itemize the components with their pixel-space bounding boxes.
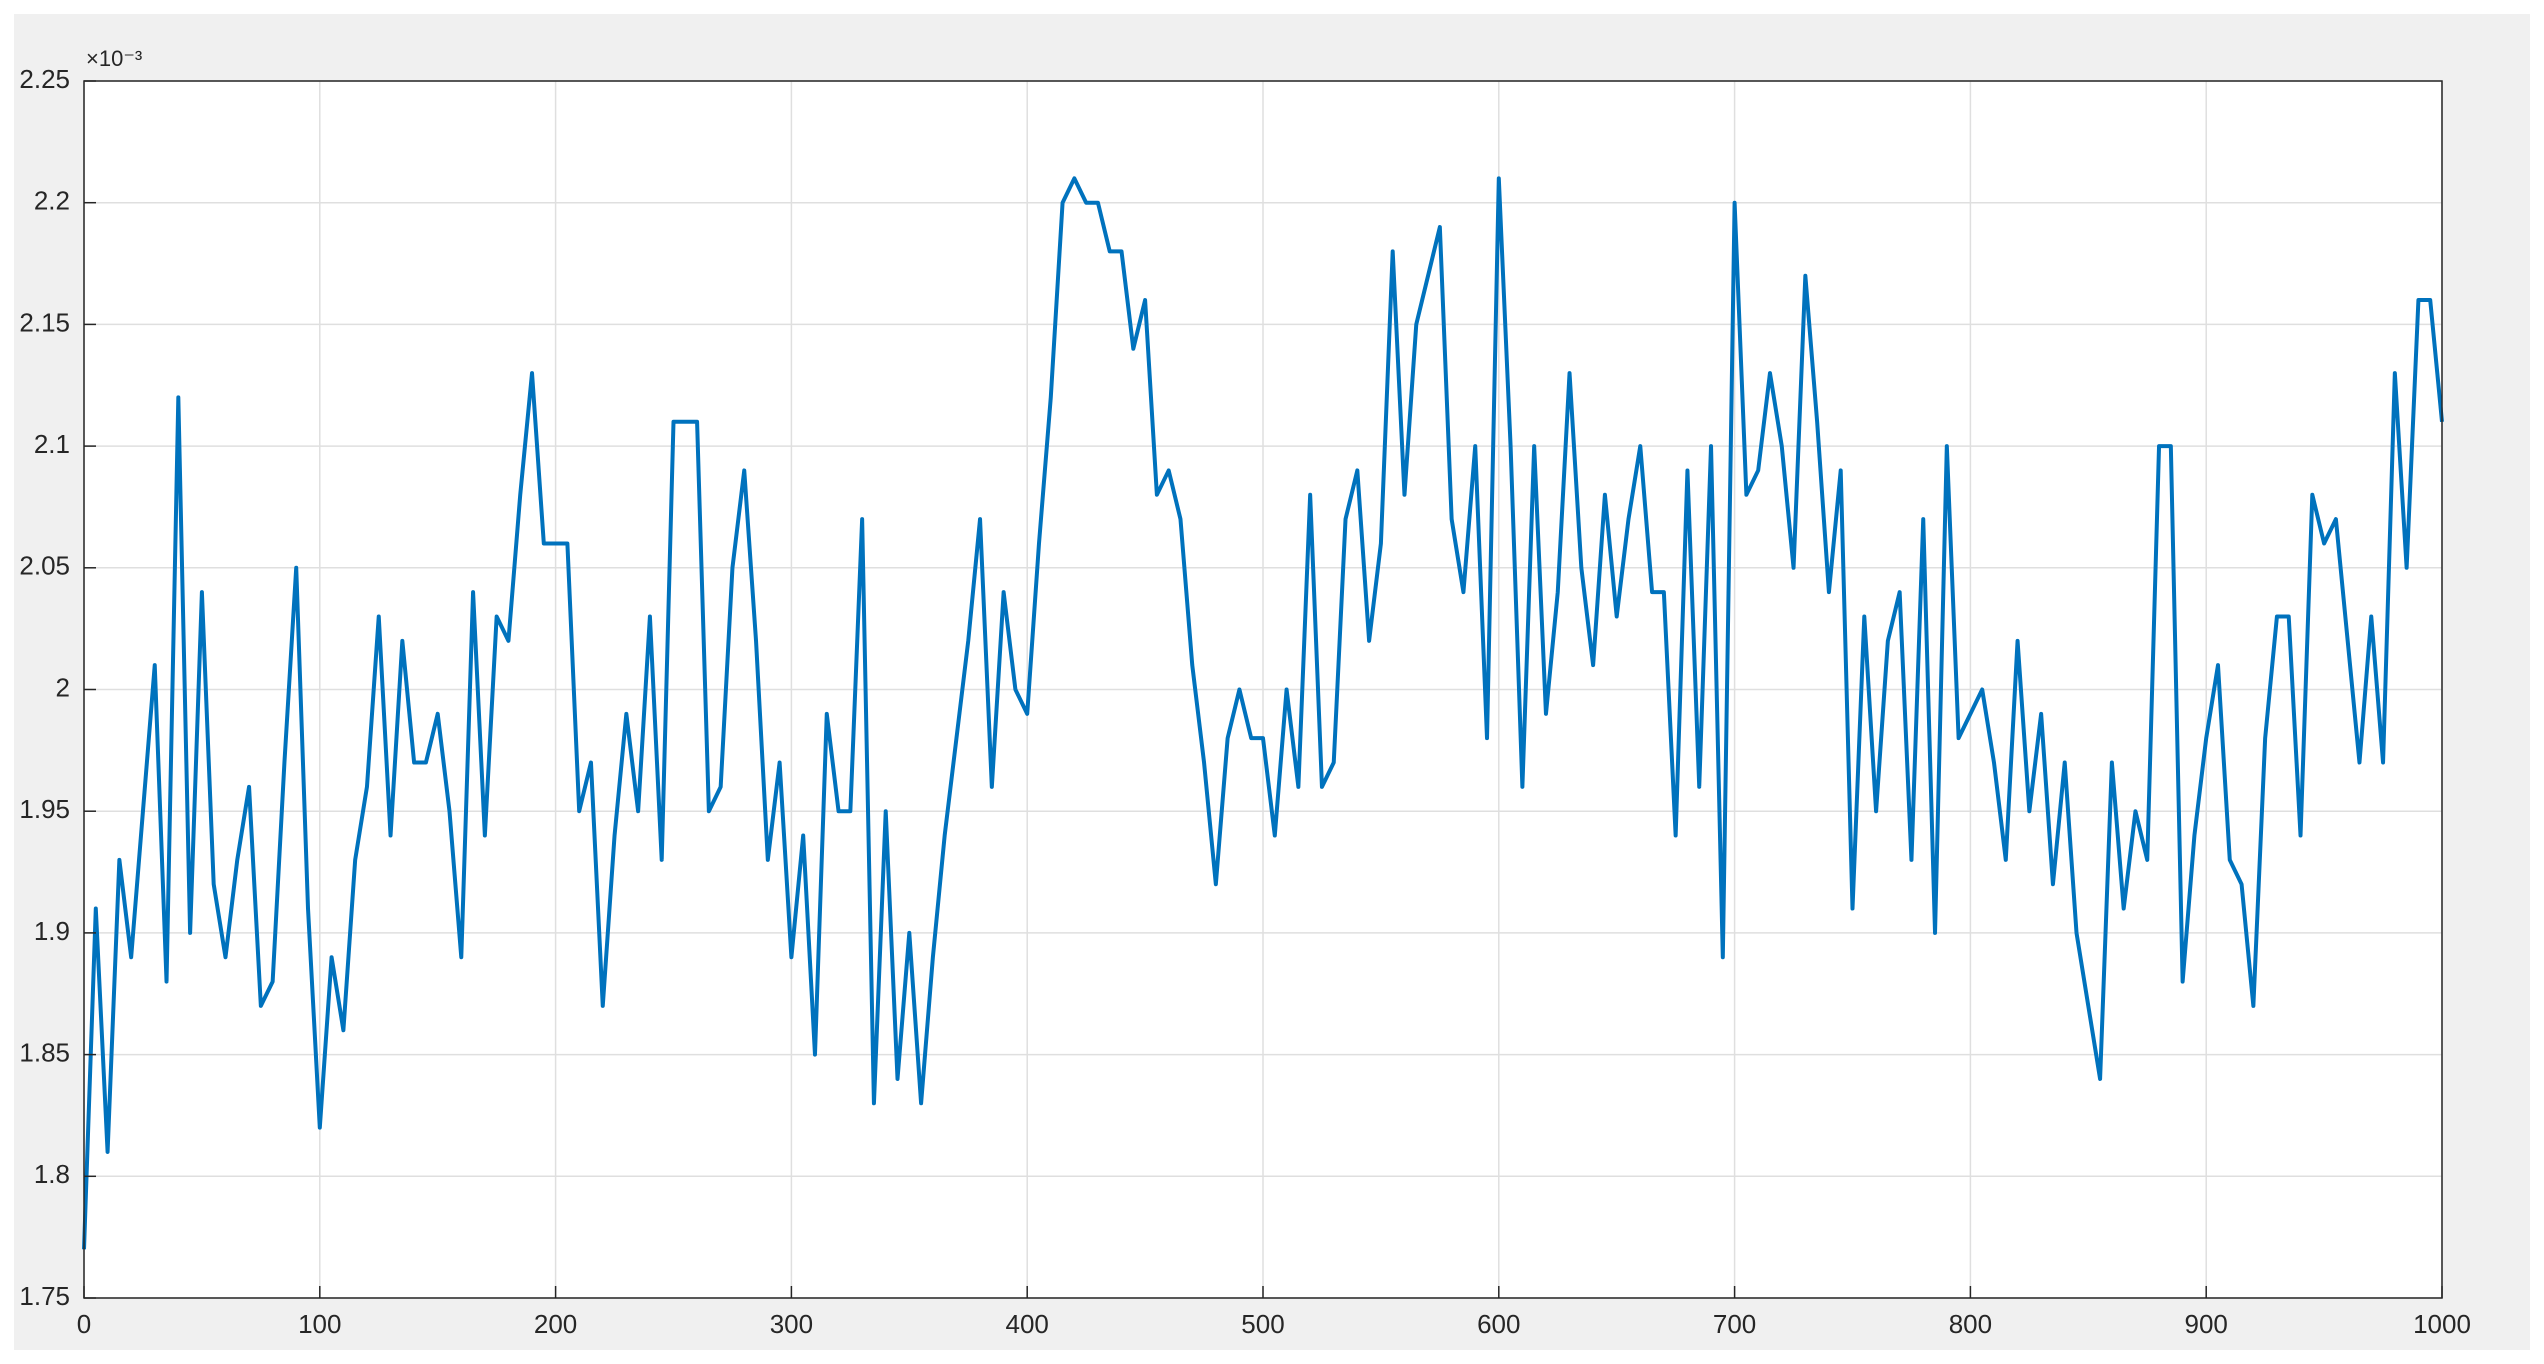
x-tick-label: 500 <box>1241 1309 1284 1339</box>
x-tick-label: 600 <box>1477 1309 1520 1339</box>
y-tick-label: 1.9 <box>34 916 70 946</box>
x-tick-label: 700 <box>1713 1309 1756 1339</box>
x-tick-label: 300 <box>770 1309 813 1339</box>
x-tick-label: 0 <box>77 1309 91 1339</box>
y-tick-label: 1.85 <box>19 1037 70 1067</box>
y-tick-label: 2.05 <box>19 551 70 581</box>
y-tick-label: 1.75 <box>19 1281 70 1311</box>
x-tick-label: 1000 <box>2413 1309 2471 1339</box>
x-tick-label: 900 <box>2185 1309 2228 1339</box>
y-exponent: ×10⁻³ <box>86 46 142 71</box>
y-tick-label: 2.15 <box>19 307 70 337</box>
x-tick-label: 200 <box>534 1309 577 1339</box>
y-tick-label: 1.8 <box>34 1159 70 1189</box>
y-tick-label: 2.25 <box>19 64 70 94</box>
y-tick-label: 2 <box>56 672 70 702</box>
labels: 1.75 1.8 1.85 1.9 1.95 2 2.05 2.1 2.15 2.2 2.25 0 10… <box>19 64 2471 1339</box>
data-line <box>82 176 2444 1250</box>
y-tick-label: 1.95 <box>19 794 70 824</box>
y-tick-label: 2.2 <box>34 186 70 216</box>
y-tick-label: 2.1 <box>34 429 70 459</box>
x-tick-label: 800 <box>1949 1309 1992 1339</box>
x-tick-label: 400 <box>1006 1309 1049 1339</box>
marks <box>82 176 2444 1250</box>
x-tick-label: 100 <box>298 1309 341 1339</box>
